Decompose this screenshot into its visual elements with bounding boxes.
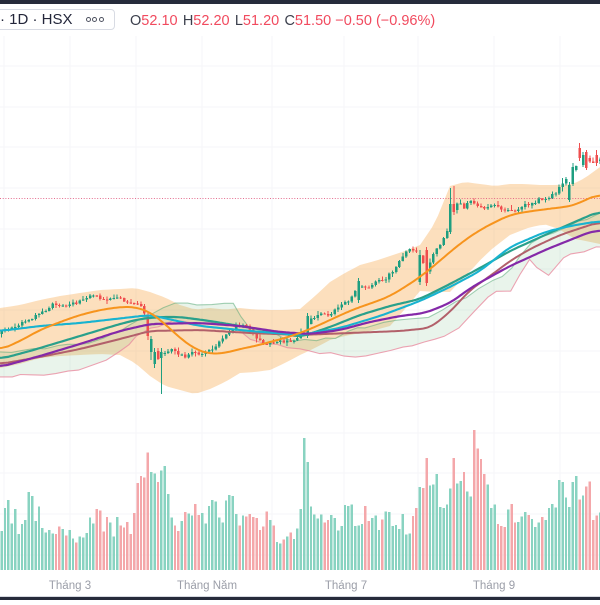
svg-text:Tháng 3: Tháng 3 [49,580,91,592]
svg-text:Tháng 9: Tháng 9 [473,580,515,592]
svg-text:Tháng Năm: Tháng Năm [177,580,237,592]
svg-text:Tháng 7: Tháng 7 [325,580,367,592]
